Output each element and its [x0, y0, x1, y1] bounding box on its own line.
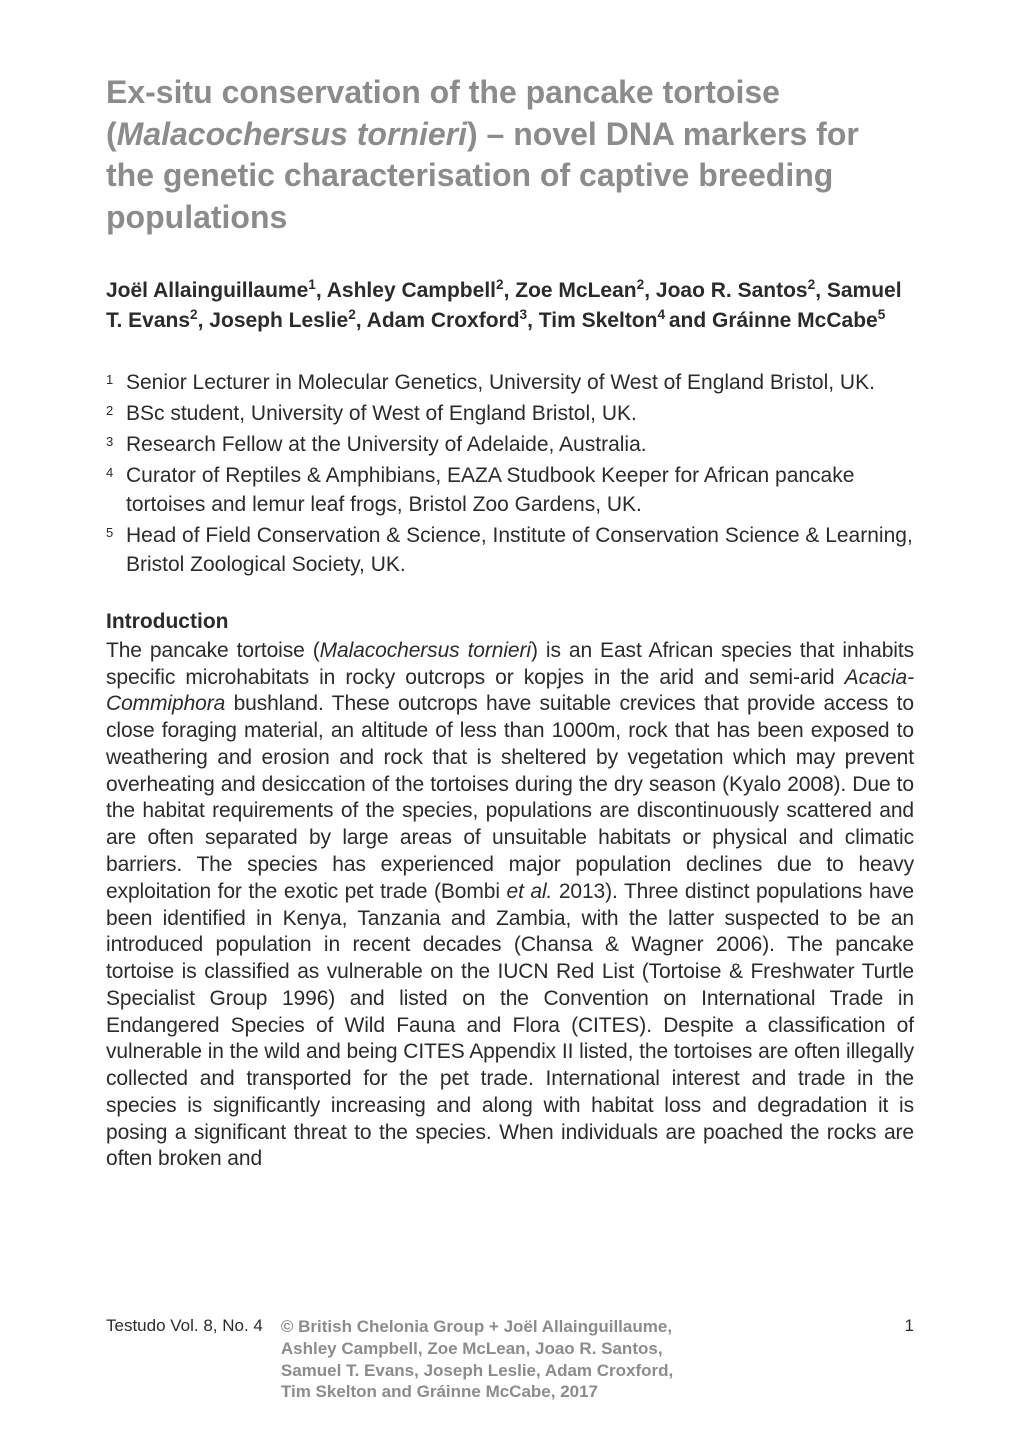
page-footer: Testudo Vol. 8, No. 4 © British Chelonia…: [106, 1316, 914, 1403]
affiliation-marker: 2: [496, 277, 504, 292]
body-paragraph: The pancake tortoise (Malacochersus torn…: [106, 638, 914, 1173]
affiliation-item: 5Head of Field Conservation & Science, I…: [106, 522, 914, 580]
italic-term: et al.: [507, 880, 553, 903]
affiliations-list: 1Senior Lecturer in Molecular Genetics, …: [106, 369, 914, 580]
affiliation-text: Head of Field Conservation & Science, In…: [126, 522, 914, 580]
affiliation-number: 1: [106, 369, 126, 398]
footer-volume: Testudo Vol. 8, No. 4: [106, 1316, 281, 1336]
affiliation-marker: 3: [520, 307, 528, 322]
affiliation-number: 3: [106, 431, 126, 460]
affiliation-item: 3Research Fellow at the University of Ad…: [106, 431, 914, 460]
affiliation-number: 4: [106, 462, 126, 520]
italic-term: Malacochersus tornieri: [320, 639, 531, 662]
affiliation-marker: 2: [190, 307, 198, 322]
page-number: 1: [875, 1316, 914, 1336]
italic-term: Acacia-Commiphora: [106, 666, 914, 716]
affiliation-text: BSc student, University of West of Engla…: [126, 400, 914, 429]
affiliation-marker: 5: [878, 307, 886, 322]
affiliation-marker: 4: [657, 307, 668, 322]
affiliation-text: Research Fellow at the University of Ade…: [126, 431, 914, 460]
section-heading-introduction: Introduction: [106, 610, 914, 634]
affiliation-marker: 2: [348, 307, 356, 322]
affiliation-marker: 1: [308, 277, 316, 292]
affiliation-number: 5: [106, 522, 126, 580]
affiliation-text: Senior Lecturer in Molecular Genetics, U…: [126, 369, 914, 398]
affiliation-marker: 2: [637, 277, 645, 292]
author-list: Joël Allainguillaume1, Ashley Campbell2,…: [106, 276, 914, 335]
affiliation-number: 2: [106, 400, 126, 429]
article-title: Ex-situ conservation of the pancake tort…: [106, 72, 914, 238]
page: Ex-situ conservation of the pancake tort…: [0, 0, 1020, 1447]
footer-copyright: © British Chelonia Group + Joël Allaingu…: [281, 1316, 673, 1403]
affiliation-item: 4Curator of Reptiles & Amphibians, EAZA …: [106, 462, 914, 520]
affiliation-text: Curator of Reptiles & Amphibians, EAZA S…: [126, 462, 914, 520]
affiliation-marker: 2: [808, 277, 816, 292]
affiliation-item: 1Senior Lecturer in Molecular Genetics, …: [106, 369, 914, 398]
affiliation-item: 2BSc student, University of West of Engl…: [106, 400, 914, 429]
species-name: Malacochersus tornieri: [117, 116, 467, 152]
